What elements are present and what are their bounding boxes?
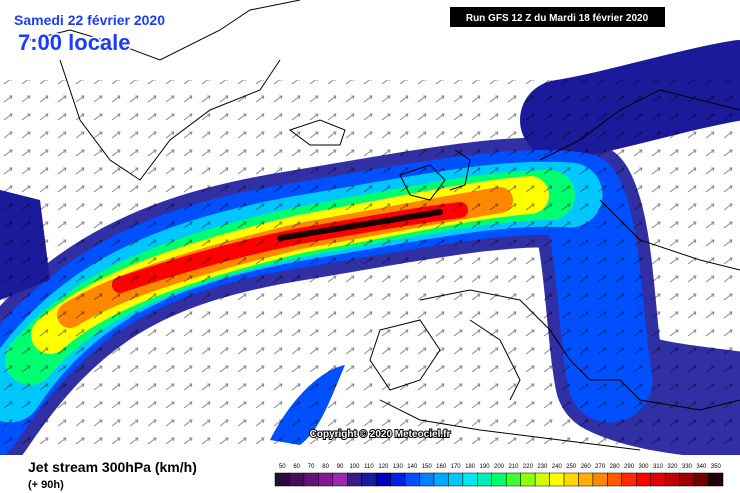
map-time: 7:00 locale <box>18 30 131 55</box>
colorbar-label: 90 <box>337 464 344 470</box>
colorbar-swatch <box>607 472 623 487</box>
colorbar-swatch <box>404 472 420 487</box>
colorbar-swatch <box>477 472 493 487</box>
colorbar-swatch <box>462 472 478 487</box>
colorbar-swatch <box>274 472 290 487</box>
colorbar-swatch <box>534 472 550 487</box>
colorbar-label: 180 <box>465 464 476 470</box>
colorbar-swatch <box>332 472 348 487</box>
colorbar-swatch <box>592 472 608 487</box>
colorbar-label: 60 <box>293 464 300 470</box>
colorbar-swatch <box>303 472 319 487</box>
colorbar-label: 140 <box>407 464 418 470</box>
colorbar-swatch <box>693 472 709 487</box>
colorbar-label: 320 <box>667 464 678 470</box>
colorbar-swatch <box>390 472 406 487</box>
colorbar-label: 290 <box>624 464 635 470</box>
colorbar-swatch <box>318 472 334 487</box>
colorbar-label: 120 <box>378 464 389 470</box>
colorbar-label: 110 <box>364 464 374 470</box>
colorbar-swatch <box>505 472 521 487</box>
run-info: Run GFS 12 Z du Mardi 18 février 2020 <box>466 13 649 24</box>
colorbar-swatch <box>708 472 724 487</box>
colorbar-swatch <box>578 472 594 487</box>
copyright: Copyright © 2020 Meteociel.fr <box>310 429 451 440</box>
colorbar-label: 300 <box>639 464 650 470</box>
legend-title: Jet stream 300hPa (km/h) <box>28 459 197 475</box>
lead-time: (+ 90h) <box>28 479 64 491</box>
colorbar-swatch <box>361 472 377 487</box>
colorbar-label: 80 <box>322 464 329 470</box>
colorbar-label: 280 <box>610 464 621 470</box>
colorbar-swatch <box>621 472 637 487</box>
colorbar-swatch <box>636 472 651 487</box>
colorbar-label: 170 <box>451 464 462 470</box>
colorbar-label: 130 <box>393 464 404 470</box>
colorbar-swatch <box>289 472 305 487</box>
run-box <box>450 7 665 27</box>
colorbar-swatch <box>491 472 507 487</box>
colorbar-label: 310 <box>653 464 664 470</box>
colorbar-swatch <box>520 472 536 487</box>
colorbar-swatch <box>664 472 680 487</box>
colorbar-swatch <box>433 472 449 487</box>
colorbar-label: 340 <box>696 464 707 470</box>
colorbar-label: 210 <box>508 464 519 470</box>
colorbar-label: 190 <box>480 464 491 470</box>
colorbar-label: 160 <box>436 464 447 470</box>
coastlines <box>29 0 740 451</box>
colorbar-swatch <box>375 472 391 487</box>
colorbar-label: 150 <box>422 464 433 470</box>
colorbar-swatch <box>679 472 695 487</box>
colorbar-label: 270 <box>595 464 606 470</box>
colorbar-swatch <box>549 472 565 487</box>
colorbar-label: 350 <box>711 464 722 470</box>
colorbar-label: 330 <box>682 464 693 470</box>
colorbar-swatch <box>650 472 666 487</box>
jet-stream <box>0 40 740 471</box>
colorbar-label: 260 <box>581 464 592 470</box>
colorbar-label: 240 <box>552 464 563 470</box>
colorbar-label: 100 <box>349 464 360 470</box>
colorbar-swatch <box>448 472 464 487</box>
map-date: Samedi 22 février 2020 <box>14 12 165 28</box>
colorbar-label: 230 <box>537 464 548 470</box>
colorbar-swatch <box>563 472 579 487</box>
colorbar-label: 250 <box>566 464 577 470</box>
colorbar-label: 50 <box>279 464 286 470</box>
colorbar-label: 70 <box>308 464 315 470</box>
colorbar-swatch <box>419 472 435 487</box>
colorbar-swatch <box>347 472 362 487</box>
colorbar-label: 200 <box>494 464 505 470</box>
colorbar: 50 60 70 80 90 100 110 120 130 140 150 160 170 180 190… <box>274 464 724 487</box>
colorbar-label: 220 <box>523 464 534 470</box>
